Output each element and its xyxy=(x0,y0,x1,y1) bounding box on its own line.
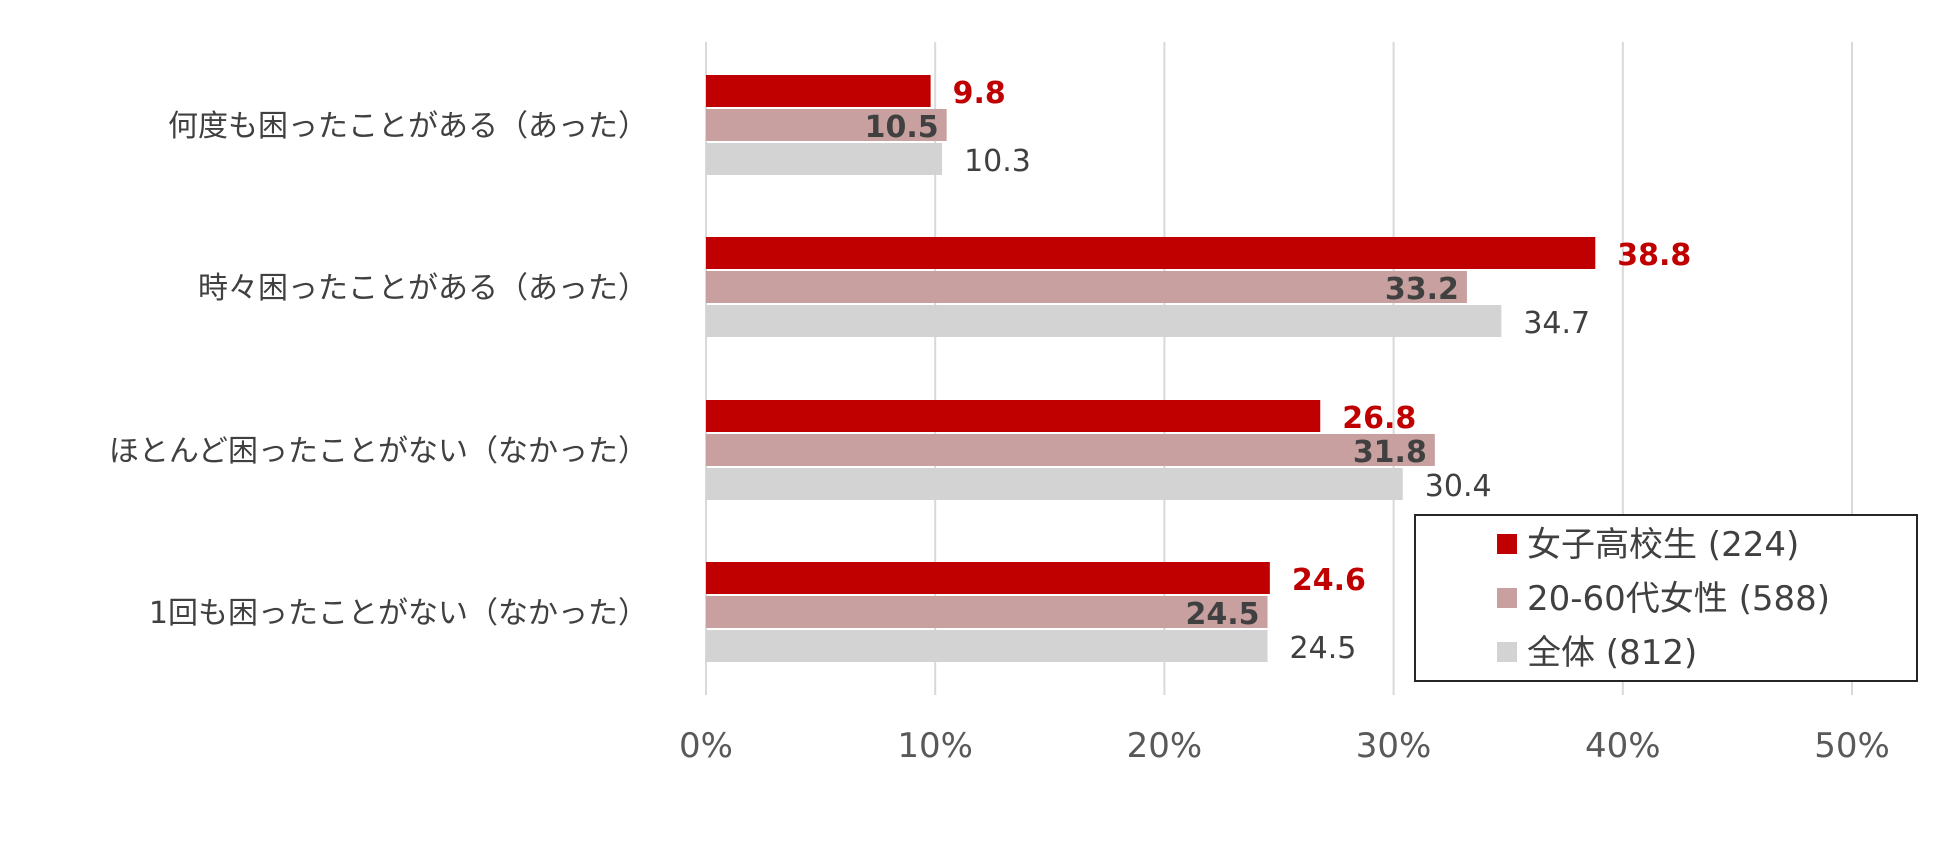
category-label: ほとんど困ったことがない（なかった） xyxy=(109,434,648,469)
legend-swatch xyxy=(1497,642,1517,662)
x-tick-label: 30% xyxy=(1356,726,1432,766)
category-label: 何度も困ったことがある（あった） xyxy=(168,109,648,144)
bar xyxy=(706,468,1403,500)
data-label: 30.4 xyxy=(1425,469,1492,504)
legend-swatch xyxy=(1497,534,1517,554)
data-label: 24.5 xyxy=(1290,631,1357,666)
x-tick-label: 50% xyxy=(1814,726,1890,766)
data-label: 33.2 xyxy=(1385,272,1459,307)
x-tick-label: 10% xyxy=(897,726,973,766)
data-label: 9.8 xyxy=(953,76,1006,111)
x-tick-label: 20% xyxy=(1127,726,1203,766)
x-tick-label: 0% xyxy=(679,726,733,766)
data-label: 26.8 xyxy=(1342,401,1416,436)
bar xyxy=(706,143,943,175)
bar xyxy=(706,630,1268,662)
category-label: 1回も困ったことがない（なかった） xyxy=(149,596,648,631)
bar xyxy=(706,434,1435,466)
bar xyxy=(706,75,931,107)
bar xyxy=(706,271,1467,303)
legend-label: 全体 (812) xyxy=(1527,633,1697,673)
legend-label: 女子高校生 (224) xyxy=(1527,525,1799,565)
bar xyxy=(706,596,1268,628)
x-tick-label: 40% xyxy=(1585,726,1661,766)
category-label: 時々困ったことがある（あった） xyxy=(198,271,648,306)
data-label: 10.3 xyxy=(964,144,1031,179)
legend-swatch xyxy=(1497,588,1517,608)
data-label: 34.7 xyxy=(1523,306,1590,341)
data-label: 38.8 xyxy=(1617,238,1691,273)
data-label: 24.5 xyxy=(1186,597,1260,632)
bar xyxy=(706,305,1502,337)
bar xyxy=(706,237,1596,269)
bar xyxy=(706,109,947,141)
data-label: 10.5 xyxy=(865,110,939,145)
bar xyxy=(706,562,1270,594)
bar xyxy=(706,400,1321,432)
legend-label: 20-60代女性 (588) xyxy=(1527,579,1830,619)
data-label: 31.8 xyxy=(1353,435,1427,470)
data-label: 24.6 xyxy=(1292,563,1366,598)
